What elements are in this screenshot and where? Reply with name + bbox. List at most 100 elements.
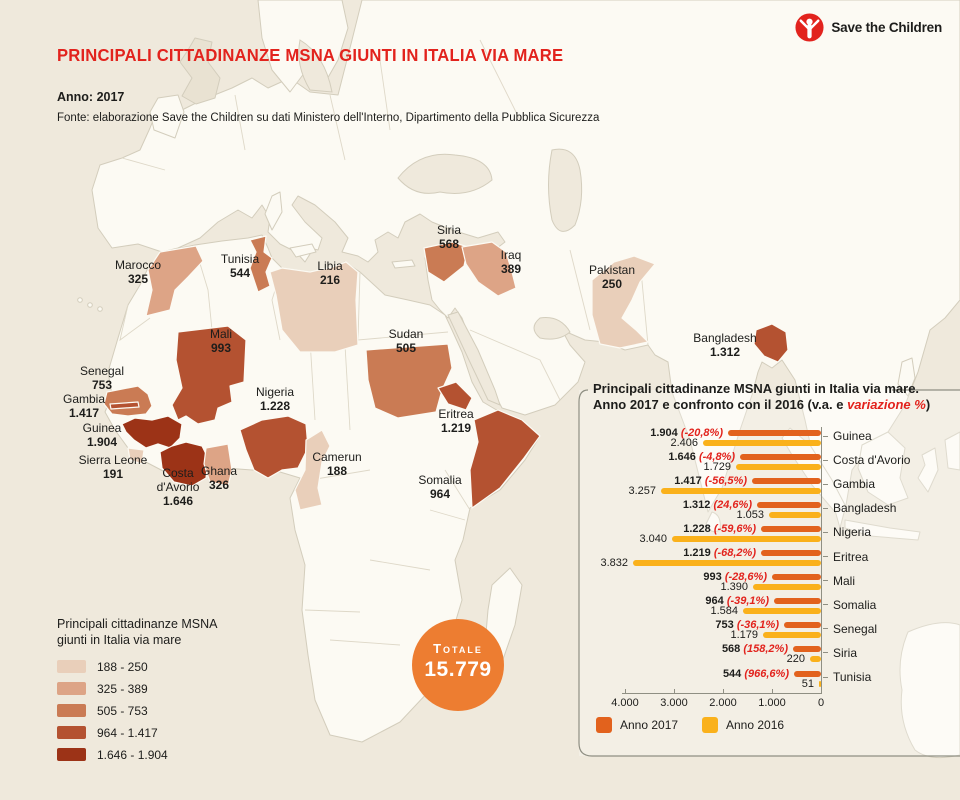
bar-line-b16-senegal: 1.179: [578, 629, 821, 642]
axis-tick-label: 2.000: [709, 697, 737, 709]
bar-b17: [784, 622, 821, 629]
map-legend-swatch: [57, 682, 86, 695]
bar-line-b17-mali: 993 (-28,6%): [578, 571, 821, 584]
map-label-name: Ghana: [200, 464, 238, 478]
bar-b16: [810, 656, 821, 663]
map-label-value: 389: [500, 262, 522, 276]
save-the-children-logo: Save the Children: [794, 12, 942, 43]
map-label-somalia: Somalia 964: [418, 473, 461, 501]
bar-line-b17-siria: 568 (158,2%): [578, 643, 821, 655]
black-sea: [397, 153, 493, 194]
chart-category-costa-d-avorio: Costa d'Avorio: [823, 453, 910, 467]
map-legend-swatch: [57, 748, 86, 761]
bar-line-b16-somalia: 1.584: [578, 605, 821, 617]
chart-category-tunisia: Tunisia: [823, 670, 871, 684]
bar-value-label: 964 (-39,1%): [705, 595, 769, 608]
axis-tick: [625, 689, 626, 693]
map-label-name: Somalia: [418, 473, 462, 487]
island-java: [844, 519, 921, 541]
map-label-name: Pakistan: [588, 263, 636, 277]
map-legend-row: 325 - 389: [57, 681, 218, 696]
save-the-children-wordmark: Save the Children: [831, 20, 942, 35]
category-tick: [823, 556, 828, 557]
island-crete: [391, 259, 416, 269]
map-label-name: Eritrea: [438, 407, 474, 421]
map-label-name: Guinea: [82, 421, 122, 435]
bar-value-label: 1.179: [730, 629, 758, 642]
map-label-sierra-leone: Sierra Leone 191: [79, 453, 148, 481]
bar-line-b16-mali: 1.390: [578, 581, 821, 593]
country-shape-somalia: [469, 409, 541, 509]
map-legend-rows: 188 - 250 325 - 389 505 - 753 964 - 1.417 1.…: [57, 659, 218, 762]
map-label-value: 250: [601, 277, 623, 291]
chart-zero-axis: [821, 427, 822, 693]
map-label-sudan: Sudan 505: [389, 327, 424, 355]
map-legend-range: 325 - 389: [97, 681, 148, 696]
chart-panel-border: [578, 389, 960, 757]
chart-category-guinea: Guinea: [823, 429, 872, 443]
map-label-value: 1.228: [259, 399, 291, 413]
category-tick: [823, 531, 828, 533]
chart-category-gambia: Gambia: [823, 477, 875, 491]
map-label-pakistan: Pakistan 250: [589, 263, 635, 291]
map-legend-row: 188 - 250: [57, 659, 218, 674]
bar-line-b16-guinea: 2.406: [578, 437, 821, 449]
country-shape-marocco: [145, 245, 204, 317]
map-label-name: Mali: [209, 327, 233, 341]
bar-line-b16-bangladesh: 1.053: [578, 509, 821, 521]
map-label-costa-d-avorio: Costa d'Avorio 1.646: [157, 466, 200, 508]
map-label-bangladesh: Bangladesh 1.312: [693, 331, 756, 359]
map-legend-swatch: [57, 726, 86, 739]
map-label-name: Marocco: [114, 258, 162, 272]
chart-category-bangladesh: Bangladesh: [823, 501, 896, 515]
bar-b16: [769, 511, 821, 518]
chart-category-mali: Mali: [823, 574, 855, 588]
map-label-name: Tunisia: [220, 252, 260, 266]
map-label-senegal: Senegal 753: [80, 364, 124, 392]
persian-gulf: [533, 317, 571, 340]
map-label-marocco: Marocco 325: [115, 258, 161, 286]
country-shape-ghana: [203, 443, 233, 487]
bar-line-b17-eritrea: 1.219 (-68,2%): [578, 547, 821, 559]
map-label-value: 1.219: [440, 421, 472, 435]
bar-b16: [633, 560, 821, 566]
legend-swatch-2016: [702, 717, 718, 733]
map-label-guinea: Guinea 1.904: [83, 421, 122, 449]
map-label-value: 325: [127, 272, 149, 286]
chart-category-nigeria: Nigeria: [823, 525, 871, 539]
country-shape-bangladesh: [753, 323, 789, 363]
caspian-sea: [548, 148, 583, 232]
axis-tick-label: 3.000: [660, 697, 688, 709]
map-legend-range: 188 - 250: [97, 659, 148, 674]
map-legend-title: Principali cittadinanze MSNA giunti in I…: [57, 616, 218, 648]
map-label-name: Sierra Leone: [78, 453, 148, 467]
bar-value-label: 993 (-28,6%): [703, 571, 767, 584]
red-sea: [447, 311, 501, 406]
bar-value-label: 1.228 (-59,6%): [683, 522, 756, 535]
year-label: Anno: 2017: [57, 90, 125, 104]
bar-line-b17-costa-d-avorio: 1.646 (-4,8%): [578, 451, 821, 463]
bar-b16: [753, 584, 821, 591]
island-philippines: [897, 357, 916, 397]
landmass-australia: [899, 622, 960, 759]
bar-value-label: 1.729: [703, 460, 731, 473]
map-legend-row: 1.646 - 1.904: [57, 748, 218, 762]
country-shape-camerun: [294, 429, 331, 511]
bar-b16: [703, 439, 821, 446]
bar-b16: [819, 680, 821, 687]
country-shape-sudan: [365, 343, 453, 419]
map-label-value: 1.417: [68, 406, 100, 420]
bar-b17: [774, 598, 821, 605]
bar-value-label: 3.040: [639, 532, 667, 545]
map-label-nigeria: Nigeria 1.228: [256, 385, 294, 413]
category-tick: [823, 628, 828, 630]
total-label: Totale: [433, 641, 483, 656]
bar-line-b17-tunisia: 544 (966,6%): [578, 668, 821, 680]
chart-category-eritrea: Eritrea: [823, 550, 868, 564]
bar-line-b17-nigeria: 1.228 (-59,6%): [578, 522, 821, 535]
chart-title-variation: variazione %: [847, 397, 926, 412]
map-label-name: Camerun: [312, 450, 362, 464]
map-label-value: 216: [319, 273, 341, 287]
category-tick: [823, 435, 828, 437]
